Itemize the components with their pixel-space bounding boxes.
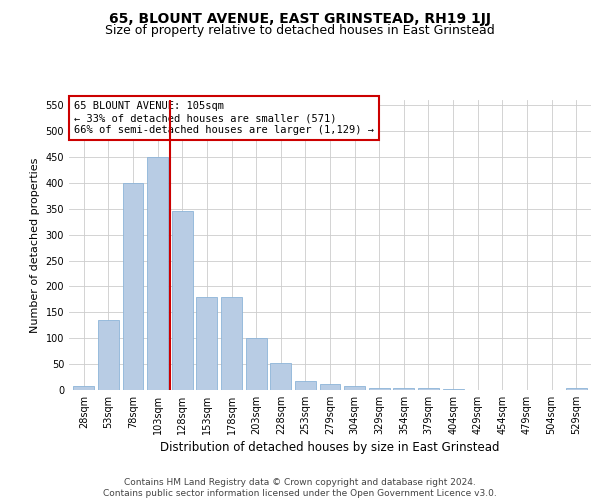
Bar [418,388,439,390]
Bar [172,212,193,390]
Text: 65, BLOUNT AVENUE, EAST GRINSTEAD, RH19 1JJ: 65, BLOUNT AVENUE, EAST GRINSTEAD, RH19 … [109,12,491,26]
Bar [295,381,316,390]
Bar [245,338,266,390]
Text: Contains HM Land Registry data © Crown copyright and database right 2024.
Contai: Contains HM Land Registry data © Crown c… [103,478,497,498]
Bar [196,297,217,390]
X-axis label: Distribution of detached houses by size in East Grinstead: Distribution of detached houses by size … [160,441,500,454]
Bar [344,386,365,390]
Bar [147,157,168,390]
Bar [221,297,242,390]
Bar [394,388,415,390]
Bar [98,320,119,390]
Bar [443,389,464,390]
Bar [320,384,340,390]
Y-axis label: Number of detached properties: Number of detached properties [30,158,40,332]
Text: 65 BLOUNT AVENUE: 105sqm
← 33% of detached houses are smaller (571)
66% of semi-: 65 BLOUNT AVENUE: 105sqm ← 33% of detach… [74,102,374,134]
Bar [73,386,94,390]
Bar [566,388,587,390]
Bar [369,388,390,390]
Bar [122,183,143,390]
Text: Size of property relative to detached houses in East Grinstead: Size of property relative to detached ho… [105,24,495,37]
Bar [270,363,291,390]
